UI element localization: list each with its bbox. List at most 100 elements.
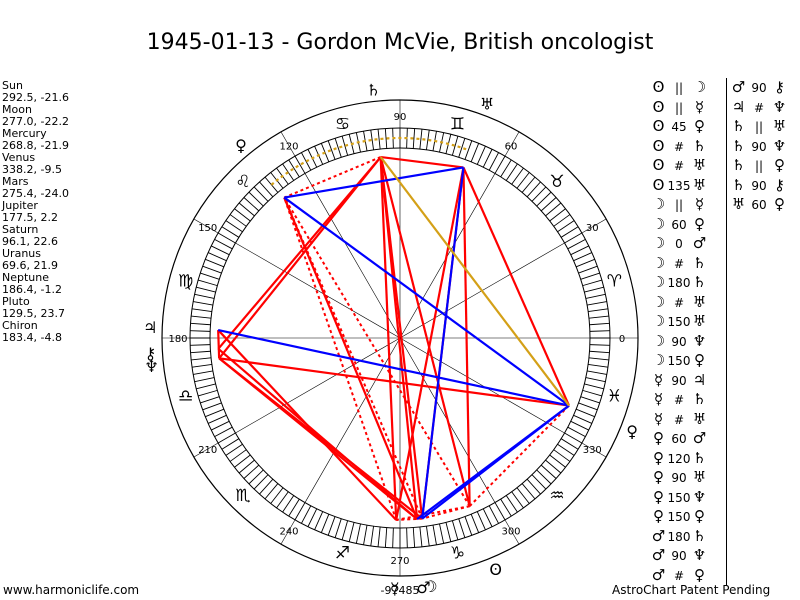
aspect-planet-glyph: ♆ bbox=[692, 331, 707, 350]
planet-glyph-saturn: ♄ bbox=[366, 80, 380, 99]
degree-tick bbox=[589, 322, 610, 326]
degree-tick bbox=[570, 245, 589, 256]
aspect-planet-glyph: ♀ bbox=[653, 487, 664, 506]
degree-tick bbox=[207, 414, 227, 424]
aspect-planet-glyph: ♂ bbox=[692, 429, 707, 447]
aspect-symbol: # bbox=[673, 139, 685, 154]
degree-tick bbox=[221, 226, 240, 238]
degree-tick bbox=[470, 513, 480, 533]
aspect-line bbox=[217, 156, 382, 350]
aspect-line bbox=[217, 330, 221, 359]
degree-tick bbox=[348, 522, 355, 542]
degree-tick bbox=[314, 511, 324, 531]
degree-tick bbox=[588, 363, 609, 368]
aspect-row: ☽ 150 ♅ bbox=[650, 312, 708, 332]
aspect-planet-glyph: ♄ bbox=[692, 136, 707, 155]
aspect-planet-glyph: ♅ bbox=[692, 175, 707, 194]
house-spoke bbox=[235, 337, 401, 434]
aspect-planet-glyph: ⚷ bbox=[774, 175, 785, 194]
degree-tick bbox=[294, 155, 306, 174]
aspect-symbol: || bbox=[674, 100, 684, 115]
degree-tick bbox=[567, 239, 586, 250]
degree-tick bbox=[196, 286, 216, 293]
aspect-symbol: # bbox=[673, 412, 685, 427]
aspect-line bbox=[462, 167, 471, 507]
degree-tick bbox=[217, 232, 236, 244]
degree-tick bbox=[573, 414, 593, 424]
planet-coords-chiron: 183.4, -4.8 bbox=[2, 331, 62, 344]
aspect-symbol: 150 bbox=[667, 315, 691, 329]
degree-tick bbox=[564, 232, 583, 244]
degree-tick bbox=[320, 513, 330, 533]
degree-tick bbox=[500, 159, 512, 178]
degree-tick bbox=[587, 301, 607, 306]
aspect-line bbox=[462, 166, 570, 407]
aspect-planet-glyph: ♅ bbox=[692, 468, 707, 486]
planet-glyph-pluto: ♀ bbox=[235, 136, 247, 155]
aspect-planet-glyph: ⚷ bbox=[774, 78, 785, 96]
aspect-planet-glyph: ♅ bbox=[772, 117, 787, 135]
aspect-symbol: 180 bbox=[667, 529, 691, 544]
aspect-planet-glyph: ♂ bbox=[692, 234, 707, 252]
degree-tick bbox=[341, 136, 349, 156]
degree-tick bbox=[196, 383, 216, 390]
degree-tick bbox=[198, 389, 218, 397]
aspect-line bbox=[379, 156, 419, 520]
planet-name-neptune: Neptune bbox=[2, 271, 50, 284]
degree-tick bbox=[521, 483, 536, 500]
degree-tick bbox=[248, 469, 264, 485]
aspect-row: ☽ 90 ♆ bbox=[650, 332, 708, 352]
degree-label: 240 bbox=[279, 526, 298, 537]
degree-tick bbox=[536, 191, 552, 207]
degree-tick bbox=[451, 520, 459, 540]
degree-tick bbox=[488, 152, 499, 171]
degree-tick bbox=[585, 293, 606, 299]
aspect-symbol: 180 bbox=[667, 276, 691, 290]
degree-tick bbox=[451, 136, 459, 156]
degree-tick bbox=[259, 181, 274, 198]
planet-coords-venus: 338.2, -9.5 bbox=[2, 163, 62, 176]
aspect-symbol: 90 bbox=[671, 471, 687, 485]
aspect-planet-glyph: ♆ bbox=[692, 546, 707, 564]
degree-tick bbox=[301, 152, 312, 171]
degree-tick bbox=[580, 272, 600, 280]
footer-patent: AstroChart Patent Pending bbox=[612, 583, 771, 597]
aspect-row: ʘ || ☿ bbox=[650, 98, 708, 118]
degree-tick bbox=[553, 214, 571, 227]
aspect-planet-glyph: ☽ bbox=[651, 214, 666, 233]
degree-label: 30 bbox=[586, 223, 599, 234]
degree-tick bbox=[588, 308, 609, 313]
degree-tick bbox=[384, 527, 388, 548]
aspect-symbol: # bbox=[673, 159, 685, 173]
degree-tick bbox=[243, 464, 260, 479]
degree-tick bbox=[587, 370, 607, 375]
aspect-symbol: 90 bbox=[671, 549, 687, 563]
degree-tick bbox=[190, 344, 211, 346]
degree-tick bbox=[560, 438, 579, 450]
planet-name-chiron: Chiron bbox=[2, 319, 38, 332]
planet-name-venus: Venus bbox=[2, 151, 36, 164]
aspect-symbol: 150 bbox=[667, 354, 691, 368]
aspect-line bbox=[416, 404, 570, 521]
aspect-planet-glyph: ♄ bbox=[692, 273, 707, 291]
aspect-planet-glyph: ☿ bbox=[653, 409, 664, 428]
degree-tick bbox=[229, 449, 247, 462]
degree-tick bbox=[589, 350, 610, 354]
degree-tick bbox=[545, 459, 562, 474]
degree-tick bbox=[301, 505, 312, 524]
degree-tick bbox=[531, 186, 547, 202]
aspect-symbol: 90 bbox=[751, 139, 767, 154]
aspect-row: ♀ 60 ♂ bbox=[650, 429, 708, 449]
degree-tick bbox=[194, 293, 215, 299]
aspect-planet-glyph: ʘ bbox=[652, 175, 665, 194]
aspect-row: ♀ 120 ♄ bbox=[650, 449, 708, 469]
planet-coords-jupiter: 177.5, 2.2 bbox=[2, 211, 58, 224]
degree-tick bbox=[432, 525, 437, 545]
sign-divider bbox=[504, 519, 520, 545]
degree-tick bbox=[488, 505, 499, 524]
aspect-line bbox=[284, 166, 464, 199]
aspect-planet-glyph: ☿ bbox=[653, 390, 664, 408]
aspect-planet-glyph: ʘ bbox=[652, 156, 665, 174]
degree-tick bbox=[553, 449, 571, 462]
aspect-symbol: 150 bbox=[667, 510, 691, 524]
